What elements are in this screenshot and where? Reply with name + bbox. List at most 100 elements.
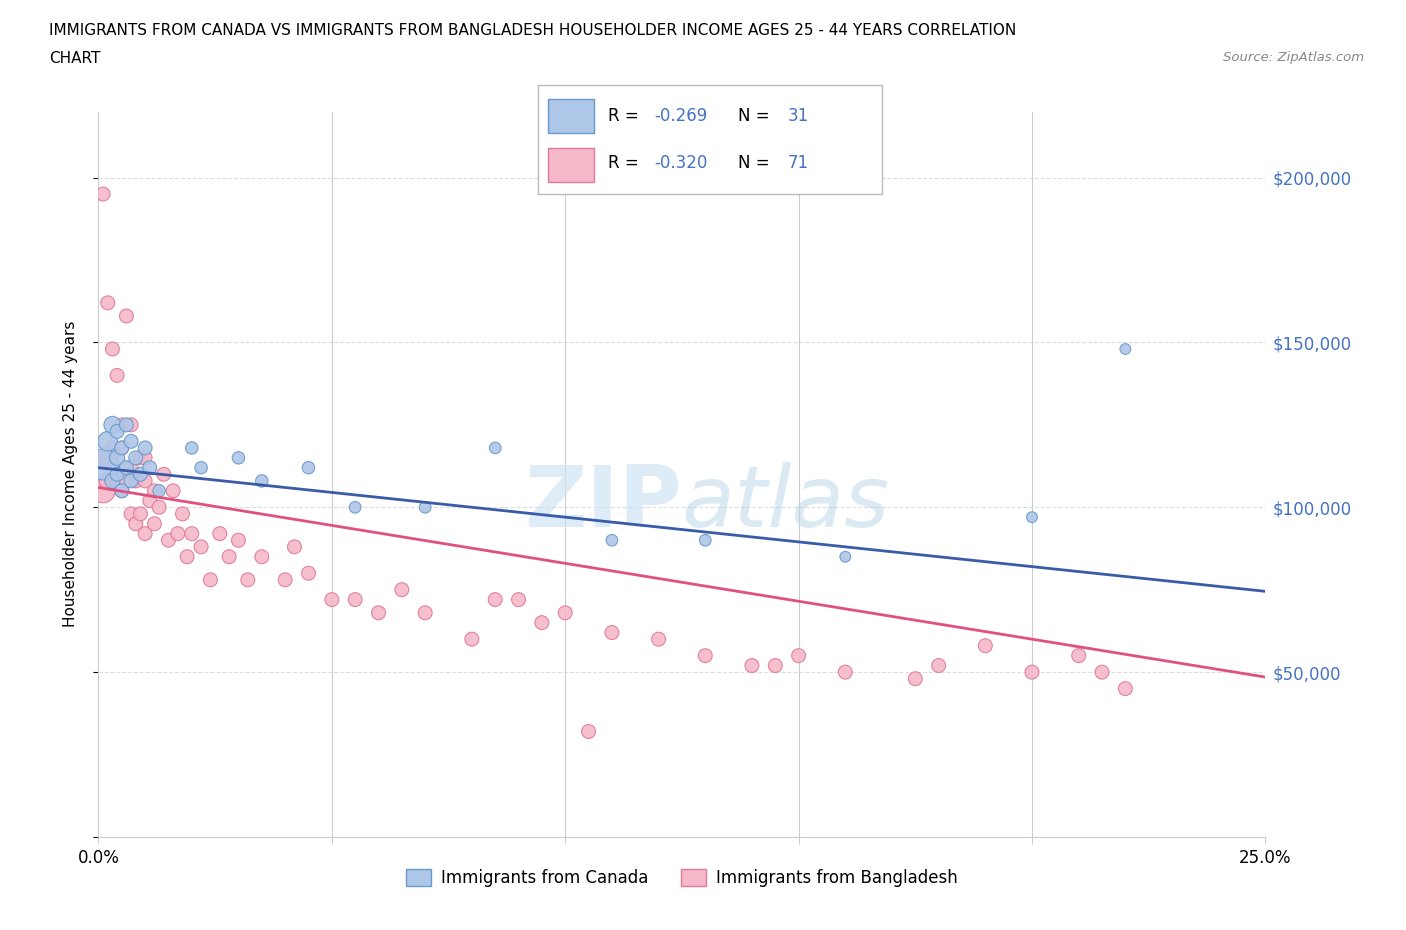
Point xyxy=(344,499,367,514)
Point xyxy=(101,341,124,356)
Bar xyxy=(548,149,593,182)
Point xyxy=(228,533,250,548)
Text: N =: N = xyxy=(738,107,775,125)
FancyBboxPatch shape xyxy=(537,85,883,194)
Point xyxy=(530,616,553,631)
Point xyxy=(152,467,174,482)
Point xyxy=(250,473,273,488)
Point xyxy=(125,516,148,531)
Point xyxy=(600,625,623,640)
Point xyxy=(834,550,856,565)
Point xyxy=(157,533,180,548)
Point xyxy=(484,592,506,607)
Point xyxy=(344,592,367,607)
Point xyxy=(1114,681,1136,696)
Point xyxy=(105,424,128,439)
Point xyxy=(1067,648,1090,663)
Point xyxy=(208,526,231,541)
Point xyxy=(97,434,120,449)
Point xyxy=(200,572,222,587)
Point xyxy=(218,550,240,565)
Point xyxy=(91,187,114,202)
Text: R =: R = xyxy=(609,107,644,125)
Text: 71: 71 xyxy=(787,154,808,172)
Point xyxy=(1091,665,1114,680)
Point xyxy=(120,473,142,488)
Point xyxy=(578,724,600,739)
Point xyxy=(148,499,170,514)
Point xyxy=(484,441,506,456)
Point xyxy=(101,441,124,456)
Point xyxy=(297,565,319,580)
Point xyxy=(143,484,166,498)
Point xyxy=(101,460,124,475)
Point xyxy=(115,460,138,475)
Text: atlas: atlas xyxy=(682,462,890,545)
Point xyxy=(105,467,128,482)
Point xyxy=(180,526,202,541)
Point xyxy=(97,296,120,311)
Point xyxy=(600,533,623,548)
Point xyxy=(134,526,156,541)
Point xyxy=(143,516,166,531)
Point xyxy=(129,467,152,482)
Text: -0.269: -0.269 xyxy=(654,107,707,125)
Point xyxy=(834,665,856,680)
Point xyxy=(413,499,436,514)
Point xyxy=(120,418,142,432)
Text: IMMIGRANTS FROM CANADA VS IMMIGRANTS FROM BANGLADESH HOUSEHOLDER INCOME AGES 25 : IMMIGRANTS FROM CANADA VS IMMIGRANTS FRO… xyxy=(49,23,1017,38)
Point xyxy=(101,473,124,488)
Point xyxy=(695,533,717,548)
Text: 31: 31 xyxy=(787,107,808,125)
Point xyxy=(787,648,810,663)
Point xyxy=(190,460,212,475)
Point xyxy=(120,507,142,522)
Point xyxy=(129,507,152,522)
Point xyxy=(647,631,669,646)
Point xyxy=(111,441,134,456)
Point xyxy=(105,368,128,383)
Point xyxy=(91,484,114,498)
Point xyxy=(111,484,134,498)
Point xyxy=(413,605,436,620)
Point xyxy=(105,450,128,465)
Point xyxy=(111,418,134,432)
Point xyxy=(190,539,212,554)
Bar xyxy=(548,100,593,133)
Point xyxy=(763,658,786,673)
Point xyxy=(111,484,134,498)
Point xyxy=(162,484,184,498)
Point xyxy=(105,473,128,488)
Point xyxy=(101,418,124,432)
Point xyxy=(148,484,170,498)
Text: ZIP: ZIP xyxy=(524,462,682,545)
Point xyxy=(120,434,142,449)
Point xyxy=(367,605,389,620)
Point xyxy=(176,550,198,565)
Point xyxy=(297,460,319,475)
Text: -0.320: -0.320 xyxy=(654,154,707,172)
Point xyxy=(125,450,148,465)
Point xyxy=(180,441,202,456)
Point xyxy=(115,473,138,488)
Point xyxy=(904,671,927,686)
Point xyxy=(1021,665,1043,680)
Point xyxy=(283,539,305,554)
Point xyxy=(236,572,259,587)
Point xyxy=(115,418,138,432)
Text: CHART: CHART xyxy=(49,51,101,66)
Point xyxy=(129,450,152,465)
Point xyxy=(134,450,156,465)
Point xyxy=(974,638,997,653)
Point xyxy=(741,658,763,673)
Point xyxy=(172,507,194,522)
Point xyxy=(91,457,114,472)
Y-axis label: Householder Income Ages 25 - 44 years: Householder Income Ages 25 - 44 years xyxy=(63,321,77,628)
Point xyxy=(554,605,576,620)
Text: Source: ZipAtlas.com: Source: ZipAtlas.com xyxy=(1223,51,1364,64)
Point xyxy=(134,441,156,456)
Text: R =: R = xyxy=(609,154,644,172)
Point xyxy=(139,493,162,508)
Legend: Immigrants from Canada, Immigrants from Bangladesh: Immigrants from Canada, Immigrants from … xyxy=(399,862,965,894)
Point xyxy=(461,631,484,646)
